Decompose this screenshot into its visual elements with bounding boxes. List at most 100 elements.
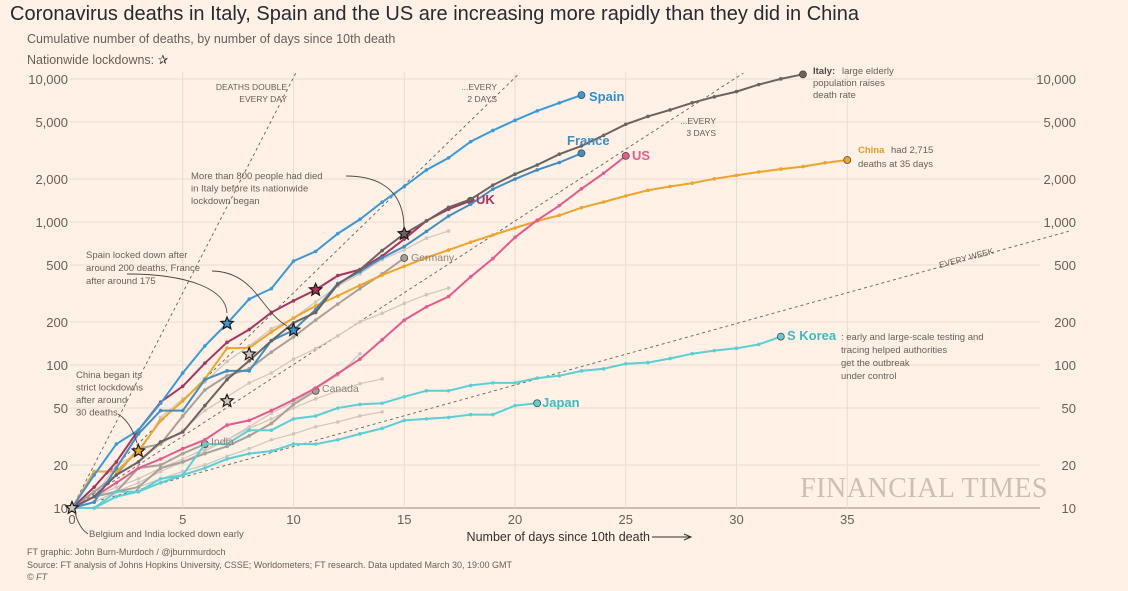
- data-point: [380, 401, 384, 406]
- data-point: [446, 229, 451, 233]
- data-point: [491, 412, 495, 417]
- data-point: [114, 473, 119, 477]
- data-point: [535, 218, 539, 223]
- data-point: [579, 369, 584, 373]
- x-tick-label: 0: [68, 512, 75, 527]
- data-point: [247, 369, 251, 373]
- series-label-spain: Spain: [589, 89, 624, 104]
- data-point: [579, 144, 584, 148]
- data-point: [291, 398, 296, 402]
- data-point: [313, 386, 318, 390]
- data-point: [336, 294, 340, 298]
- data-point: [621, 151, 630, 160]
- data-point: [446, 248, 451, 252]
- guide-label-every-2-days: ...EVERY: [461, 82, 497, 92]
- y-tick-label-left: 500: [46, 258, 68, 273]
- series-line-china: [71, 159, 848, 509]
- x-axis-title: Number of days since 10th death: [467, 530, 650, 544]
- data-point: [158, 477, 163, 481]
- data-point: [623, 194, 628, 198]
- x-tick-label: 35: [840, 512, 854, 527]
- x-tick-label: 25: [619, 512, 633, 527]
- data-point: [225, 442, 229, 446]
- data-point: [269, 371, 274, 375]
- data-point: [380, 410, 384, 414]
- data-point: [579, 205, 584, 210]
- data-point: [468, 139, 473, 144]
- data-point: [291, 357, 296, 361]
- data-point: [513, 172, 517, 177]
- data-point: [557, 213, 562, 218]
- lockdown-star-icon: [307, 281, 324, 297]
- data-point: [225, 423, 229, 427]
- data-point: [114, 460, 119, 464]
- data-point: [114, 442, 119, 446]
- y-tick-label-right: 100: [1054, 358, 1076, 373]
- doubling-guide-line: [71, 72, 744, 509]
- data-point: [136, 489, 141, 494]
- italy-annotation: large elderly: [842, 66, 894, 77]
- data-point: [533, 399, 542, 408]
- data-point: [291, 432, 296, 436]
- data-point: [468, 202, 473, 207]
- guide-label-every-day: DEATHS DOUBLE: [216, 82, 287, 92]
- data-point: [712, 95, 717, 99]
- data-point: [291, 417, 296, 421]
- china-lockdown-annotation: after around: [76, 395, 127, 406]
- data-point: [557, 152, 562, 157]
- data-point: [646, 360, 650, 365]
- y-tick-label-left: 50: [54, 401, 68, 416]
- italy-annotation: population raises: [813, 78, 885, 89]
- data-point: [491, 187, 495, 191]
- data-point: [136, 477, 141, 481]
- s-korea-annotation: under control: [841, 371, 896, 382]
- y-tick-label-left: 10: [54, 501, 68, 516]
- data-point: [336, 282, 340, 287]
- guide-label-every-week: EVERY WEEK: [938, 246, 995, 270]
- lockdown-star-icon: [285, 322, 302, 337]
- data-point: [690, 351, 694, 356]
- y-tick-label-left: 20: [54, 458, 68, 473]
- data-point: [313, 397, 318, 401]
- data-point: [402, 418, 407, 423]
- data-point: [402, 184, 407, 189]
- data-point: [114, 481, 119, 485]
- data-point: [756, 170, 761, 174]
- data-point: [247, 446, 251, 451]
- data-point: [823, 161, 827, 165]
- y-tick-label-left: 200: [46, 315, 68, 330]
- doubling-guide-line: [71, 72, 297, 509]
- data-point: [203, 463, 207, 467]
- italy-label: Italy:: [813, 66, 835, 77]
- data-point: [446, 156, 451, 160]
- china-lockdown-annotation: China began its: [76, 370, 142, 381]
- data-point: [313, 414, 318, 418]
- data-point: [336, 437, 340, 442]
- s-korea-label: S Korea: [787, 328, 837, 343]
- data-point: [402, 301, 407, 306]
- data-point: [402, 394, 407, 399]
- lockdown-legend: Nationwide lockdowns: ✰: [27, 52, 168, 67]
- belgium-india-annotation: Belgium and India locked down early: [89, 529, 244, 540]
- data-point: [247, 428, 251, 432]
- data-point: [535, 168, 539, 172]
- italy-lockdown-annotation: More than 800 people had died: [191, 171, 323, 182]
- y-tick-label-right: 500: [1054, 258, 1076, 273]
- data-point: [468, 240, 473, 245]
- guide-label-every-3-days: ...EVERY: [680, 116, 716, 126]
- data-point: [535, 376, 539, 380]
- data-point: [114, 485, 119, 489]
- data-point: [446, 205, 451, 210]
- data-point: [136, 428, 141, 432]
- data-point: [557, 101, 562, 105]
- data-point: [336, 389, 340, 393]
- x-tick-label: 30: [729, 512, 743, 527]
- data-point: [380, 338, 384, 342]
- data-point: [446, 294, 451, 299]
- guide-label-every-2-days: 2 DAYS: [467, 94, 497, 104]
- data-point: [668, 184, 672, 189]
- data-point: [269, 437, 274, 442]
- china-annotation: deaths at 35 days: [858, 159, 933, 170]
- data-point: [180, 384, 185, 389]
- doubling-guide-line: [71, 230, 1069, 509]
